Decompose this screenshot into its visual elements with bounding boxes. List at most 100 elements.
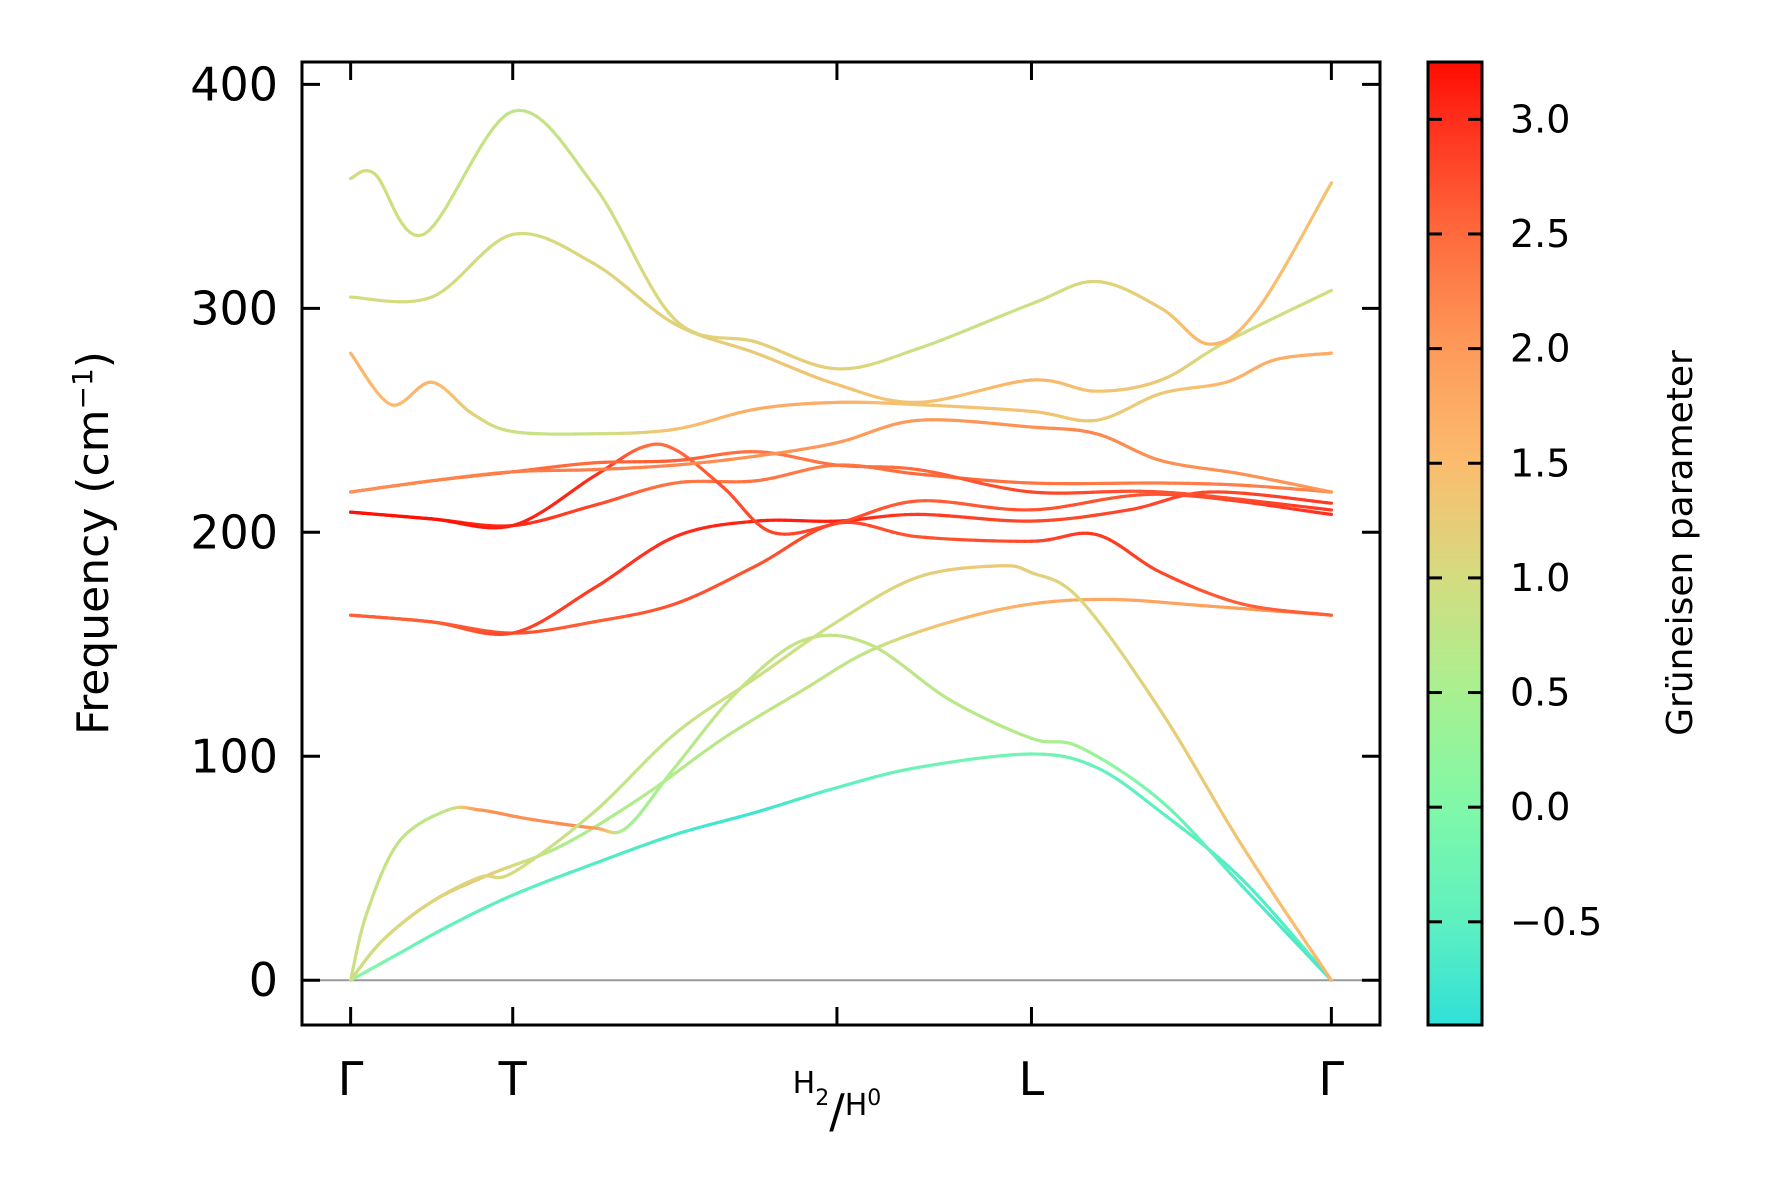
branch-segment [1279,502,1296,508]
x-tick-label-part: / [829,1084,845,1138]
phonon-branch-5 [349,520,1333,635]
x-tick-label-part: 0 [867,1086,881,1111]
branch-segment [1238,499,1256,505]
y-axis-title-close: ) [68,351,119,368]
branch-segment [1266,500,1284,506]
branch-segment [1260,905,1272,917]
branch-segment [1253,492,1268,497]
branch-segment [1310,950,1320,962]
y-tick-label: 400 [190,57,278,111]
branch-segment [1252,499,1270,505]
x-tick-label-part: 2 [815,1086,829,1111]
branch-segment [1303,505,1318,510]
branch-segment [1105,630,1115,642]
phonon-branch-1 [349,752,1333,982]
branch-segment [1297,930,1308,944]
branch-segment [1147,691,1157,705]
branch-segment [1268,913,1279,925]
branch-segment [1234,606,1248,611]
branch-segment [1246,854,1257,868]
y-axis-title: Frequency (cm−1) [66,351,120,735]
branch-segment [1254,608,1269,612]
branch-segment [1278,263,1288,277]
branch-segment [1165,718,1175,732]
branch-segment [1290,936,1301,948]
branch-segment [478,135,489,150]
y-tick-label: 100 [190,729,278,783]
branch-segment [1228,824,1238,838]
branch-segment [1263,316,1276,325]
branch-segment [1183,492,1200,497]
branch-segment [1170,493,1187,498]
branch-segment [609,210,619,225]
branch-segment [1274,494,1288,500]
branch-segment [1253,864,1264,879]
phonon-branch-9 [349,450,1333,512]
phonon-branch-13 [349,108,1333,371]
branch-segment [1210,494,1228,500]
branch-segment [1290,919,1301,934]
branch-segment [1153,700,1163,714]
branch-segment [1188,756,1198,770]
branch-segment [451,182,461,198]
branch-segment [1129,664,1139,677]
branch-segment [1325,288,1333,295]
branch-segment [1141,682,1151,696]
y-tick-label: 300 [190,281,278,335]
branch-segment [1282,923,1294,936]
branch-segment [655,295,665,308]
branch-segment [1211,795,1221,809]
x-tick-label: Γ [338,1052,364,1106]
colorbar-tick-label: 2.0 [1510,327,1570,371]
branch-segment [1193,765,1203,779]
branch-segment [1246,884,1257,895]
colorbar: −0.5 0.0 0.5 1.0 1.5 2.0 2.5 3.0 Grüneisen para… [1426,60,1701,1027]
x-tick-label: L [1019,1052,1045,1106]
x-tick-label-part: H [845,1088,868,1123]
branch-segment [650,285,660,299]
branch-segment [1260,899,1272,911]
branch-segment [1246,891,1257,902]
x-tick-label-composite: H2/H0 [793,1066,882,1138]
branch-segment [1253,898,1264,910]
phonon-branch-4 [349,564,1333,982]
colorbar-tick-label: 0.5 [1510,671,1570,715]
x-tick-label-part: H [793,1066,816,1101]
colorbar-tick-label: 2.5 [1510,212,1570,256]
branch-segment [1313,201,1322,214]
branch-segment [1117,647,1127,660]
branch-segment [1266,503,1284,509]
branch-segment [1308,210,1317,224]
branch-segment [1272,273,1282,287]
branch-segment [1304,940,1314,954]
y-axis-title-exponent: −1 [66,368,99,409]
branch-segment [1138,492,1153,497]
x-tick-label: Γ [1319,1052,1345,1106]
branch-segment [1149,489,1163,494]
branch-segment [1252,501,1270,507]
branch-segment [615,220,625,235]
branch-segment [626,242,636,258]
phonon-branch-6 [349,490,1333,636]
branch-segment [1292,503,1308,509]
branch-segment [1296,231,1306,245]
branch-segment [1240,844,1251,858]
branch-segment [1302,220,1312,235]
branch-segment [1281,308,1294,316]
branch-segment [1110,638,1121,651]
branch-segment [444,194,455,209]
branch-segment [1279,505,1296,511]
branch-segment [1326,181,1333,190]
branch-segment [1128,493,1142,498]
branch-segment [1297,940,1308,952]
branch-segment [569,152,579,164]
colorbar-tick-label: −0.5 [1510,900,1602,944]
branch-segment [485,126,496,140]
branch-segment [1303,509,1318,514]
branch-segment [1292,507,1308,513]
branch-segment [1260,875,1272,890]
branch-segment [1282,929,1294,941]
branch-segment [438,205,448,219]
branch-segment [621,231,631,247]
phonon-branch-2 [349,597,1333,982]
